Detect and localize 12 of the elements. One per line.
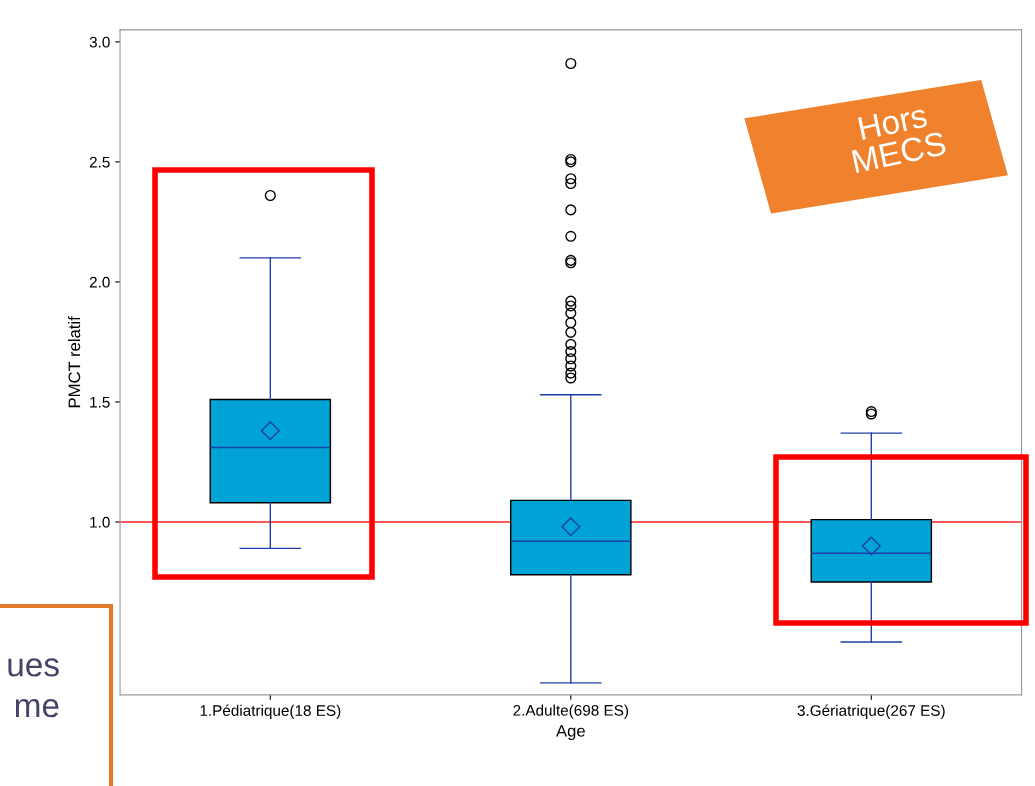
text: ues me (8, 658, 59, 718)
y-tick-label: 1.5 (90, 396, 110, 408)
y-tick-label: 1.0 (90, 516, 110, 528)
annotation: Hors MECS (851, 103, 947, 174)
x-tick-label: 3.Gériatrique(267 ES) (797, 704, 945, 719)
y-tick-label: 2.5 (89, 156, 110, 168)
y-tick-label: 3.0 (89, 36, 110, 48)
x-axis-title: Age (556, 725, 585, 741)
x-tick-label: 1.Pédiatrique(18 ES) (200, 704, 341, 719)
x-tick-label: 2.Adulte(698 ES) (513, 704, 629, 719)
y-tick-label: 2.0 (89, 276, 110, 288)
y-axis-title: PMCT relatif (68, 316, 81, 408)
